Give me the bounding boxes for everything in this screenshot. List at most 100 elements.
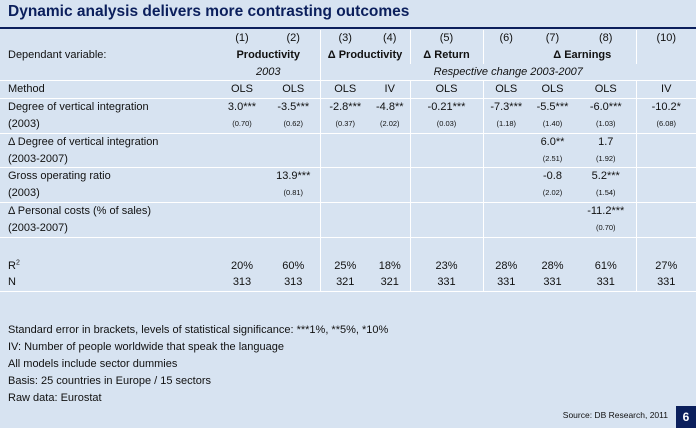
page-number: 6 bbox=[676, 406, 696, 428]
footnote: Raw data: Eurostat bbox=[8, 392, 102, 404]
r2-value: 27% bbox=[635, 257, 696, 275]
col-num: (5) bbox=[409, 30, 483, 47]
col-num: (1) bbox=[235, 32, 249, 44]
row-label: Degree of vertical integration bbox=[8, 101, 149, 114]
coef: -3.5*** bbox=[277, 101, 310, 114]
r2-value: 60% bbox=[282, 259, 305, 272]
col-num: (7) bbox=[545, 32, 560, 44]
r2-label: R bbox=[8, 259, 16, 272]
coef: 1.7 bbox=[598, 135, 614, 148]
dvi-sub-row: (2003-2007) (2.51) (1.92) bbox=[0, 150, 696, 169]
coef: -6.0*** bbox=[589, 101, 622, 114]
std-error: (1.40) bbox=[529, 115, 576, 134]
coef: -7.3*** bbox=[482, 98, 529, 116]
std-error: (1.18) bbox=[482, 115, 529, 134]
row-label: Δ Personal costs (% of sales) bbox=[8, 204, 152, 217]
n-value: 321 bbox=[319, 274, 370, 293]
std-error: (0.70) bbox=[217, 115, 267, 134]
source-note: Source: DB Research, 2011 bbox=[562, 410, 668, 420]
method: OLS bbox=[217, 80, 267, 100]
pc-sub-row: (2003-2007) (0.70) bbox=[0, 219, 696, 238]
std-error: (0.62) bbox=[267, 115, 320, 134]
n-value: 321 bbox=[370, 274, 410, 293]
row-sublabel: (2003) bbox=[0, 185, 217, 203]
n-value: 331 bbox=[635, 274, 696, 293]
col-num: (3) bbox=[319, 30, 370, 47]
coef: 6.0** bbox=[540, 135, 565, 148]
n-row: N 313 313 321 321 331 331 331 331 331 bbox=[0, 274, 696, 293]
gor-row: Gross operating ratio 13.9*** -0.8 5.2**… bbox=[0, 167, 696, 186]
col-num: (10) bbox=[635, 30, 696, 47]
n-value: 313 bbox=[217, 274, 267, 293]
std-error: (0.70) bbox=[576, 219, 636, 238]
method: OLS bbox=[482, 80, 529, 100]
n-value: 331 bbox=[482, 274, 529, 293]
method: OLS bbox=[267, 80, 320, 100]
method: OLS bbox=[576, 80, 636, 100]
std-error: (6.08) bbox=[635, 115, 696, 134]
period-2003: 2003 bbox=[217, 63, 320, 82]
dvi-row: Δ Degree of vertical integration 6.0** 1… bbox=[0, 133, 696, 151]
method: IV bbox=[370, 80, 410, 100]
n-value: 331 bbox=[409, 274, 483, 293]
gor-sub-row: (2003) (0.81) (2.02) (1.54) bbox=[0, 185, 696, 203]
group-d-return: Δ Return bbox=[409, 46, 483, 64]
dependant-row: Dependant variable: Productivity Δ Produ… bbox=[0, 46, 696, 64]
coef: 13.9*** bbox=[276, 170, 311, 183]
row-label: Δ Degree of vertical integration bbox=[8, 135, 159, 148]
coef: -4.8** bbox=[375, 101, 404, 114]
footnotes: Standard error in brackets, levels of st… bbox=[8, 322, 388, 407]
footnote: All models include sector dummies bbox=[8, 358, 178, 370]
coef: -11.2*** bbox=[587, 204, 625, 217]
r2-value: 18% bbox=[378, 259, 401, 272]
std-error: (2.02) bbox=[370, 115, 410, 134]
footnote: IV: Number of people worldwide that spea… bbox=[8, 341, 284, 353]
method-label: Method bbox=[0, 80, 217, 100]
col-num: (2) bbox=[286, 32, 300, 44]
group-d-earnings: Δ Earnings bbox=[553, 48, 612, 61]
method: OLS bbox=[319, 80, 370, 100]
col-number-row: (1) (2) (3) (4) (5) (6) (7) (8) (10) bbox=[0, 30, 696, 47]
std-error: (2.51) bbox=[529, 150, 576, 169]
row-sublabel: (2003) bbox=[0, 115, 217, 134]
group-productivity: Productivity bbox=[236, 48, 301, 61]
method: OLS bbox=[529, 80, 576, 100]
row-label: Gross operating ratio bbox=[8, 170, 111, 183]
spacer-row bbox=[0, 237, 696, 258]
coef: -5.5*** bbox=[536, 101, 569, 114]
col-num: (6) bbox=[482, 30, 529, 47]
coef: 3.0*** bbox=[227, 101, 257, 114]
n-value: 331 bbox=[529, 274, 576, 293]
std-error: (1.92) bbox=[576, 150, 636, 169]
col-num: (4) bbox=[383, 32, 397, 44]
row-sublabel: (2003-2007) bbox=[0, 150, 217, 169]
coef: -0.8 bbox=[543, 170, 562, 183]
period-change: Respective change 2003-2007 bbox=[319, 63, 696, 82]
vi-row: Degree of vertical integration 3.0*** -3… bbox=[0, 98, 696, 116]
footnote: Standard error in brackets, levels of st… bbox=[8, 324, 389, 336]
coef: -0.21*** bbox=[409, 98, 483, 116]
r2-value: 23% bbox=[409, 257, 483, 275]
std-error: (0.03) bbox=[409, 115, 483, 134]
col-num: (8) bbox=[599, 32, 613, 44]
r2-row: R2 20% 60% 25% 18% 23% 28% 28% 61% 27% bbox=[0, 257, 696, 275]
pc-row: Δ Personal costs (% of sales) -11.2*** bbox=[0, 202, 696, 220]
method-row: Method OLS OLS OLS IV OLS OLS OLS OLS IV bbox=[0, 80, 696, 100]
r2-value: 20% bbox=[230, 259, 254, 272]
r2-value: 28% bbox=[482, 257, 529, 275]
coef: -10.2* bbox=[635, 98, 696, 116]
std-error: (2.02) bbox=[529, 185, 576, 203]
n-label: N bbox=[0, 274, 217, 293]
vi-sub-row: (2003) (0.70) (0.62) (0.37) (2.02) (0.03… bbox=[0, 115, 696, 134]
n-value: 313 bbox=[267, 274, 320, 293]
coef: 5.2*** bbox=[591, 170, 620, 183]
period-row: 2003 Respective change 2003-2007 bbox=[0, 63, 696, 82]
row-sublabel: (2003-2007) bbox=[0, 219, 217, 238]
footnote: Basis: 25 countries in Europe / 15 secto… bbox=[8, 375, 211, 387]
n-value: 331 bbox=[576, 274, 636, 293]
r2-value: 61% bbox=[594, 259, 617, 272]
std-error: (0.81) bbox=[267, 185, 320, 203]
group-d-productivity: Δ Productivity bbox=[319, 46, 410, 64]
r2-value: 25% bbox=[319, 257, 370, 275]
r2-superscript: 2 bbox=[15, 258, 20, 266]
